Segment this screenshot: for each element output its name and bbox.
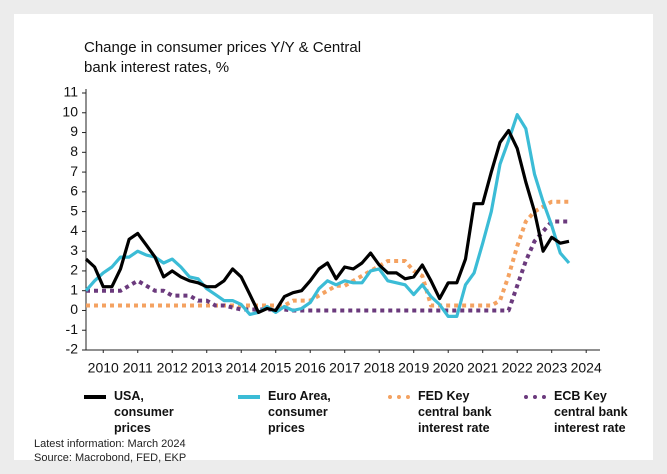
x-tick-label: 2019 — [398, 360, 429, 376]
x-tick-label: 2013 — [191, 360, 222, 376]
y-tick-label: 6 — [70, 183, 78, 199]
legend-item: FED Key central bank interest rate — [388, 388, 498, 436]
note: Source: Macrobond, FED, EKP — [34, 452, 187, 464]
y-tick-label: 10 — [62, 103, 78, 119]
y-tick-label: 9 — [70, 123, 78, 139]
legend-label: Euro Area, consumer prices — [268, 389, 331, 435]
x-tick-label: 2012 — [157, 360, 188, 376]
series-line — [86, 219, 569, 313]
y-tick-label: 0 — [70, 301, 78, 317]
legend-label: ECB Key central bank interest rate — [554, 389, 628, 435]
legend-item: USA, consumer prices — [84, 388, 204, 436]
legend-label: FED Key central bank interest rate — [418, 389, 492, 435]
legend-label: USA, consumer prices — [114, 389, 174, 435]
x-tick-label: 2010 — [88, 360, 119, 376]
card — [14, 14, 653, 460]
legend-swatch — [388, 395, 410, 399]
x-tick-label: 2021 — [467, 360, 498, 376]
series-line — [84, 113, 571, 318]
legend-swatch — [84, 395, 106, 399]
y-tick-label: 3 — [70, 242, 78, 258]
series-line — [84, 129, 570, 314]
y-tick-label: 2 — [70, 262, 78, 278]
x-tick-label: 2014 — [226, 360, 257, 376]
y-tick-label: 5 — [70, 202, 78, 218]
x-tick-label: 2017 — [329, 360, 360, 376]
x-tick-label: 2020 — [433, 360, 464, 376]
series-line — [86, 199, 569, 308]
y-tick-label: 11 — [63, 84, 78, 100]
x-tick-label: 2018 — [364, 360, 395, 376]
y-tick-label: 8 — [70, 143, 78, 159]
legend-swatch — [238, 395, 260, 399]
y-tick-label: 1 — [70, 281, 78, 297]
chart-title: Change in consumer prices Y/Y & Central … — [84, 39, 362, 76]
legend-item: ECB Key central bank interest rate — [524, 388, 634, 436]
y-tick-label: 4 — [70, 222, 78, 238]
y-tick-label: -1 — [66, 321, 79, 337]
y-tick-label: -2 — [66, 341, 79, 357]
x-tick-label: 2022 — [502, 360, 533, 376]
x-tick-label: 2023 — [536, 360, 567, 376]
x-tick-label: 2016 — [295, 360, 326, 376]
legend-swatch — [524, 395, 546, 399]
y-tick-label: 7 — [70, 163, 78, 179]
x-tick-label: 2015 — [260, 360, 291, 376]
x-tick-label: 2024 — [571, 360, 602, 376]
x-tick-label: 2011 — [123, 360, 153, 376]
legend-item: Euro Area, consumer prices — [238, 388, 368, 436]
note: Latest information: March 2024 — [34, 438, 186, 450]
